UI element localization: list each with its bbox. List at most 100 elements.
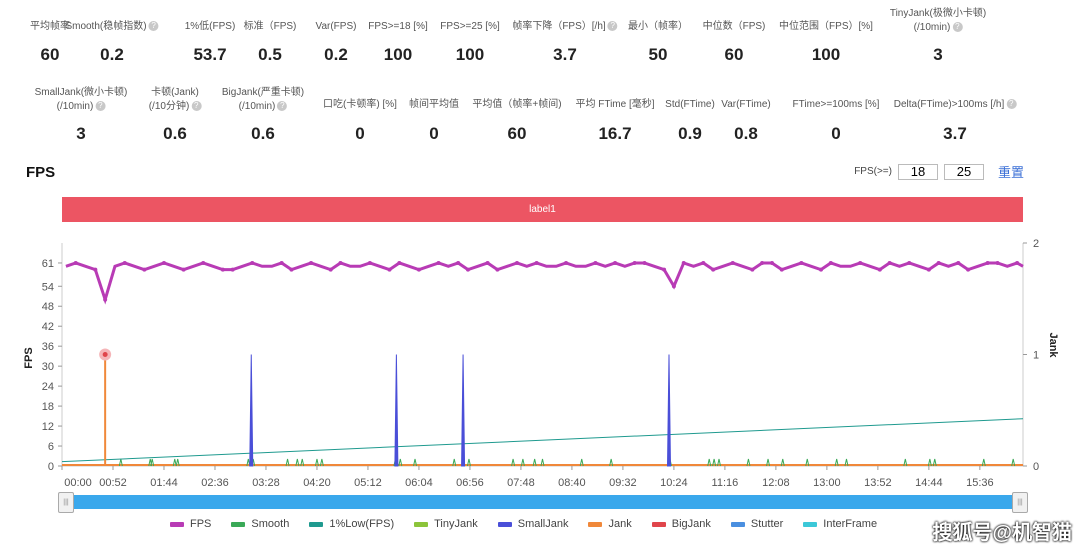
stat-label: 中位数（FPS) <box>702 21 766 32</box>
legend-item[interactable]: Stutter <box>730 518 783 530</box>
stat-value: 60 <box>507 124 527 143</box>
smooth-spike <box>834 458 839 467</box>
stat-value: 60 <box>724 45 744 64</box>
y-tick-label: 42 <box>42 321 54 333</box>
y2-tick-label: 0 <box>1033 461 1039 473</box>
fps-point <box>956 260 961 265</box>
x-tick-label: 00:00 <box>64 477 92 489</box>
legend-item[interactable]: Smooth <box>231 518 289 530</box>
legend-swatch-icon <box>414 521 429 527</box>
help-icon[interactable]: ? <box>277 101 288 112</box>
fps-threshold-2-input[interactable] <box>943 163 984 180</box>
smooth-spike <box>707 458 712 467</box>
slider-right-handle[interactable]: ||| <box>1012 492 1028 513</box>
x-tick-label: 13:00 <box>813 477 841 489</box>
fps-point <box>181 267 186 272</box>
fps-point <box>456 260 461 265</box>
y-tick-label: 54 <box>42 281 54 293</box>
stat-label: TinyJank(极微小卡顿) <box>889 8 987 19</box>
smooth-spike <box>150 458 155 467</box>
legend-label: Jank <box>608 518 632 530</box>
fps-point <box>799 260 804 265</box>
help-icon[interactable]: ? <box>607 21 618 32</box>
stat-label: BigJank(严重卡顿) <box>221 87 305 98</box>
fps-point <box>1015 260 1020 265</box>
legend-item[interactable]: FPS <box>170 518 211 530</box>
stat-value: 3.7 <box>553 45 577 64</box>
y-tick-label: 30 <box>42 361 54 373</box>
stat-label: 帧率下降（FPS）[/h] <box>512 21 606 32</box>
fps-point <box>711 267 716 272</box>
legend-item[interactable]: BigJank <box>651 518 711 530</box>
smooth-spike <box>903 458 908 467</box>
fps-filter: FPS(>=) 重置 <box>854 162 1024 181</box>
legend-item[interactable]: SmallJank <box>497 518 568 530</box>
stat-value: 0.9 <box>678 124 702 143</box>
smooth-spike <box>314 458 319 467</box>
time-range-slider[interactable]: ||| ||| <box>58 492 1028 513</box>
stat-r1-4: Var(FPS) 0.2 <box>316 20 357 64</box>
smooth-spike <box>398 458 403 467</box>
x-tick-label: 01:44 <box>150 477 178 489</box>
fps-point <box>564 260 569 265</box>
help-icon[interactable]: ? <box>1006 99 1017 110</box>
fps-point <box>534 260 539 265</box>
legend-swatch-icon <box>497 521 512 527</box>
legend-item[interactable]: 1%Low(FPS) <box>309 518 394 530</box>
fps-point <box>701 260 706 265</box>
slider-left-handle[interactable]: ||| <box>58 492 74 513</box>
stat-value: 3.7 <box>943 124 967 143</box>
fps-point <box>230 267 235 272</box>
legend-item[interactable]: TinyJank <box>414 518 478 530</box>
y-axis-title: FPS <box>23 347 35 368</box>
stat-label: 中位范围（FPS）[%] <box>779 21 873 32</box>
help-icon[interactable]: ? <box>148 21 159 32</box>
smooth-spike <box>805 458 810 467</box>
legend-swatch-icon <box>588 521 603 527</box>
legend-swatch-icon <box>730 521 745 527</box>
fps-point <box>309 260 314 265</box>
smalljank-spike <box>249 354 254 467</box>
smooth-spike <box>609 458 614 467</box>
fps-point <box>760 260 765 265</box>
y-tick-label: 48 <box>42 301 54 313</box>
stat-sublabel: (/10min) <box>238 101 276 112</box>
stat-value: 3 <box>933 45 943 64</box>
stat-r2-7: Std(FTime) 0.9 <box>665 98 715 143</box>
fps-point <box>613 260 618 265</box>
fps-point <box>201 260 206 265</box>
smooth-spike <box>511 458 516 467</box>
smooth-spike <box>746 458 751 467</box>
fps-point <box>858 260 863 265</box>
fps-point <box>289 267 294 272</box>
fps-point <box>877 267 882 272</box>
stat-r2-2: BigJank(严重卡顿) (/10min)? 0.6 <box>221 86 305 143</box>
help-icon[interactable]: ? <box>952 22 963 33</box>
stat-r1-9: 中位数（FPS) 60 <box>702 20 766 64</box>
stat-label: Std(FTime) <box>665 99 715 110</box>
legend-item[interactable]: Jank <box>588 518 632 530</box>
legend-label: Smooth <box>251 518 290 530</box>
fps-threshold-1-input[interactable] <box>897 163 938 180</box>
fps-point <box>436 260 441 265</box>
legend-swatch-icon <box>170 521 184 527</box>
reset-button[interactable]: 重置 <box>997 165 1024 180</box>
fps-point <box>985 260 990 265</box>
help-icon[interactable]: ? <box>95 101 106 112</box>
stat-label: Delta(FTime)>100ms [/h] <box>893 99 1005 110</box>
stat-label: 帧间平均值 <box>409 99 459 110</box>
fps-point <box>122 260 127 265</box>
stat-sublabel: (/10min) <box>56 101 94 112</box>
x-tick-label: 04:20 <box>303 477 331 489</box>
x-tick-label: 10:24 <box>660 477 688 489</box>
stat-value: 0 <box>355 124 365 143</box>
fps-point <box>681 260 686 265</box>
x-tick-label: 14:44 <box>915 477 943 489</box>
stat-r1-7: 帧率下降（FPS）[/h]? 3.7 <box>512 20 618 64</box>
legend-item[interactable]: InterFrame <box>803 518 877 530</box>
label-bar[interactable]: label1 <box>62 197 1023 222</box>
help-icon[interactable]: ? <box>191 101 202 112</box>
smooth-spike <box>532 458 537 467</box>
fps-point <box>73 260 78 265</box>
smalljank-spike <box>394 354 399 467</box>
